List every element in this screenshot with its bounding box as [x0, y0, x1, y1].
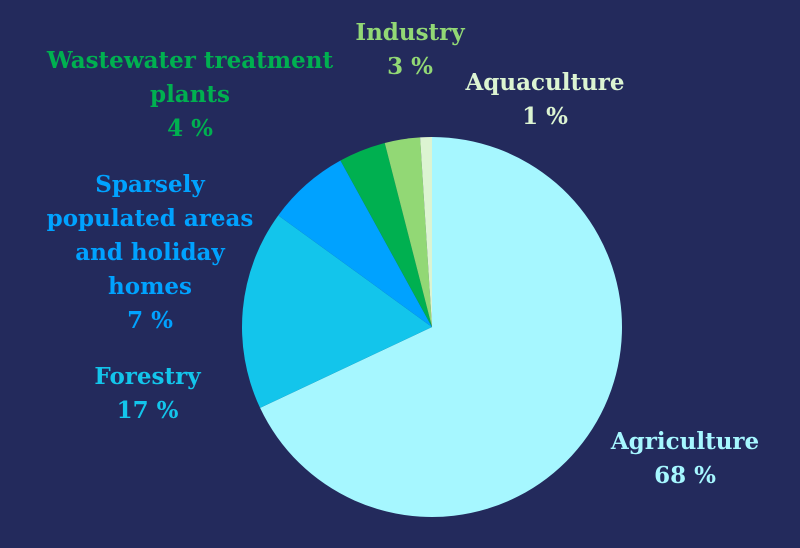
label-name: Agriculture	[610, 428, 760, 455]
label-wastewater: Wastewater treatment plants 4 %	[30, 44, 350, 146]
pie-slice-sparsely	[278, 160, 432, 327]
label-value: 7 %	[127, 307, 173, 334]
label-value: 3 %	[387, 53, 433, 80]
label-aquaculture: Aquaculture 1 %	[450, 66, 640, 134]
pie-slice-agriculture	[260, 137, 622, 517]
pie-slice-aquaculture	[420, 137, 432, 327]
label-name: Sparsely populated areas and holiday hom…	[46, 171, 254, 300]
label-value: 68 %	[654, 462, 716, 489]
label-value: 4 %	[167, 115, 213, 142]
pie-slice-industry	[384, 137, 432, 327]
label-name: Forestry	[94, 363, 201, 390]
label-industry: Industry 3 %	[340, 16, 480, 84]
label-name: Wastewater treatment plants	[46, 47, 334, 108]
pie-slice-wastewater	[340, 142, 432, 327]
pie-slice-forestry	[242, 215, 432, 408]
label-value: 17 %	[116, 397, 179, 424]
label-agriculture: Agriculture 68 %	[590, 425, 780, 493]
label-forestry: Forestry 17 %	[60, 360, 235, 428]
label-name: Aquaculture	[465, 69, 625, 96]
label-value: 1 %	[522, 103, 568, 130]
label-sparsely-populated: Sparsely populated areas and holiday hom…	[40, 168, 260, 338]
label-name: Industry	[355, 19, 465, 46]
